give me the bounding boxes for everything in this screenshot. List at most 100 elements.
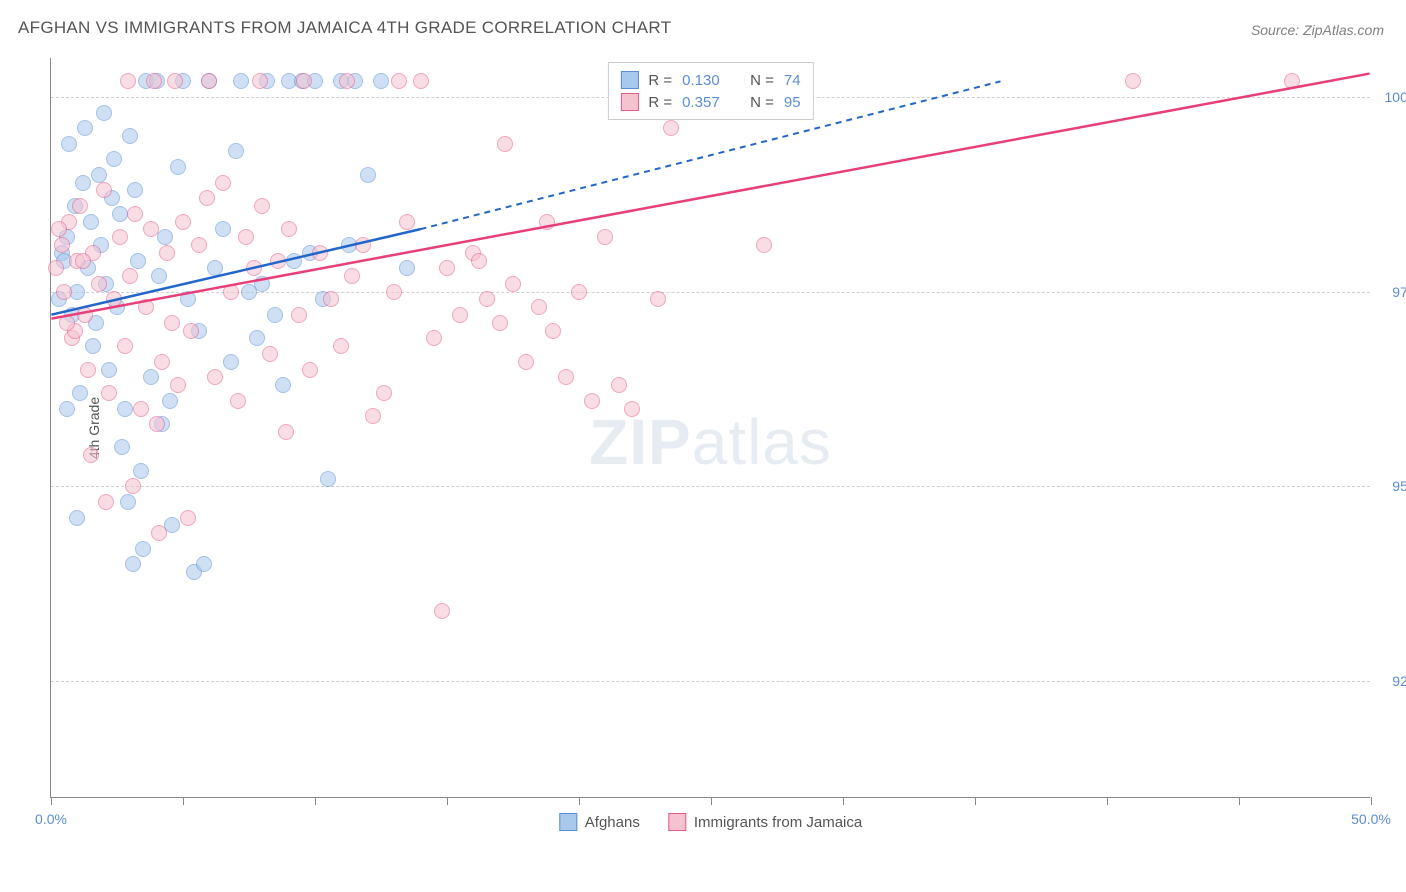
data-point — [262, 346, 278, 362]
data-point — [230, 393, 246, 409]
data-point — [281, 221, 297, 237]
data-point — [624, 401, 640, 417]
data-point — [539, 214, 555, 230]
data-point — [201, 73, 217, 89]
data-point — [584, 393, 600, 409]
watermark: ZIPatlas — [589, 405, 832, 479]
data-point — [117, 401, 133, 417]
data-point — [1125, 73, 1141, 89]
data-point — [597, 229, 613, 245]
swatch-icon — [559, 813, 577, 831]
data-point — [296, 73, 312, 89]
swatch-icon — [668, 813, 686, 831]
data-point — [492, 315, 508, 331]
series-legend: Afghans Immigrants from Jamaica — [559, 813, 862, 831]
data-point — [196, 556, 212, 572]
data-point — [75, 175, 91, 191]
data-point — [83, 447, 99, 463]
data-point — [233, 73, 249, 89]
data-point — [1284, 73, 1300, 89]
data-point — [497, 136, 513, 152]
data-point — [96, 182, 112, 198]
data-point — [531, 299, 547, 315]
data-point — [183, 323, 199, 339]
data-point — [51, 221, 67, 237]
data-point — [167, 73, 183, 89]
data-point — [125, 478, 141, 494]
x-tick — [1239, 797, 1240, 805]
data-point — [85, 338, 101, 354]
data-point — [207, 260, 223, 276]
data-point — [373, 73, 389, 89]
data-point — [275, 377, 291, 393]
data-point — [75, 253, 91, 269]
x-tick — [843, 797, 844, 805]
data-point — [56, 284, 72, 300]
data-point — [223, 284, 239, 300]
data-point — [391, 73, 407, 89]
data-point — [170, 159, 186, 175]
data-point — [127, 206, 143, 222]
data-point — [77, 307, 93, 323]
data-point — [360, 167, 376, 183]
data-point — [545, 323, 561, 339]
data-point — [611, 377, 627, 393]
data-point — [223, 354, 239, 370]
data-point — [61, 136, 77, 152]
swatch-icon — [620, 93, 638, 111]
data-point — [122, 128, 138, 144]
data-point — [149, 416, 165, 432]
data-point — [756, 237, 772, 253]
data-point — [175, 214, 191, 230]
data-point — [376, 385, 392, 401]
data-point — [72, 385, 88, 401]
data-point — [164, 315, 180, 331]
data-point — [54, 237, 70, 253]
data-point — [339, 73, 355, 89]
x-tick — [315, 797, 316, 805]
data-point — [127, 182, 143, 198]
gridline — [51, 681, 1370, 682]
data-point — [120, 494, 136, 510]
data-point — [399, 214, 415, 230]
data-point — [106, 291, 122, 307]
data-point — [439, 260, 455, 276]
data-point — [426, 330, 442, 346]
plot-area: 4th Grade ZIPatlas 92.5%95.0%97.5%100.0%… — [50, 58, 1370, 798]
data-point — [96, 105, 112, 121]
data-point — [320, 471, 336, 487]
data-point — [151, 525, 167, 541]
x-tick — [711, 797, 712, 805]
data-point — [246, 260, 262, 276]
data-point — [558, 369, 574, 385]
data-point — [91, 276, 107, 292]
x-tick — [447, 797, 448, 805]
data-point — [143, 369, 159, 385]
data-point — [518, 354, 534, 370]
data-point — [452, 307, 468, 323]
data-point — [72, 198, 88, 214]
data-point — [138, 299, 154, 315]
data-point — [154, 354, 170, 370]
data-point — [91, 167, 107, 183]
x-tick — [183, 797, 184, 805]
data-point — [101, 385, 117, 401]
data-point — [571, 284, 587, 300]
data-point — [125, 556, 141, 572]
data-point — [365, 408, 381, 424]
data-point — [254, 198, 270, 214]
data-point — [80, 362, 96, 378]
x-tick — [51, 797, 52, 805]
data-point — [505, 276, 521, 292]
data-point — [302, 362, 318, 378]
data-point — [180, 291, 196, 307]
data-point — [83, 214, 99, 230]
data-point — [98, 494, 114, 510]
data-point — [151, 268, 167, 284]
data-point — [270, 253, 286, 269]
data-point — [291, 307, 307, 323]
data-point — [312, 245, 328, 261]
data-point — [59, 315, 75, 331]
correlation-legend: R = 0.130 N = 74 R = 0.357 N = 95 — [607, 62, 813, 120]
data-point — [122, 268, 138, 284]
